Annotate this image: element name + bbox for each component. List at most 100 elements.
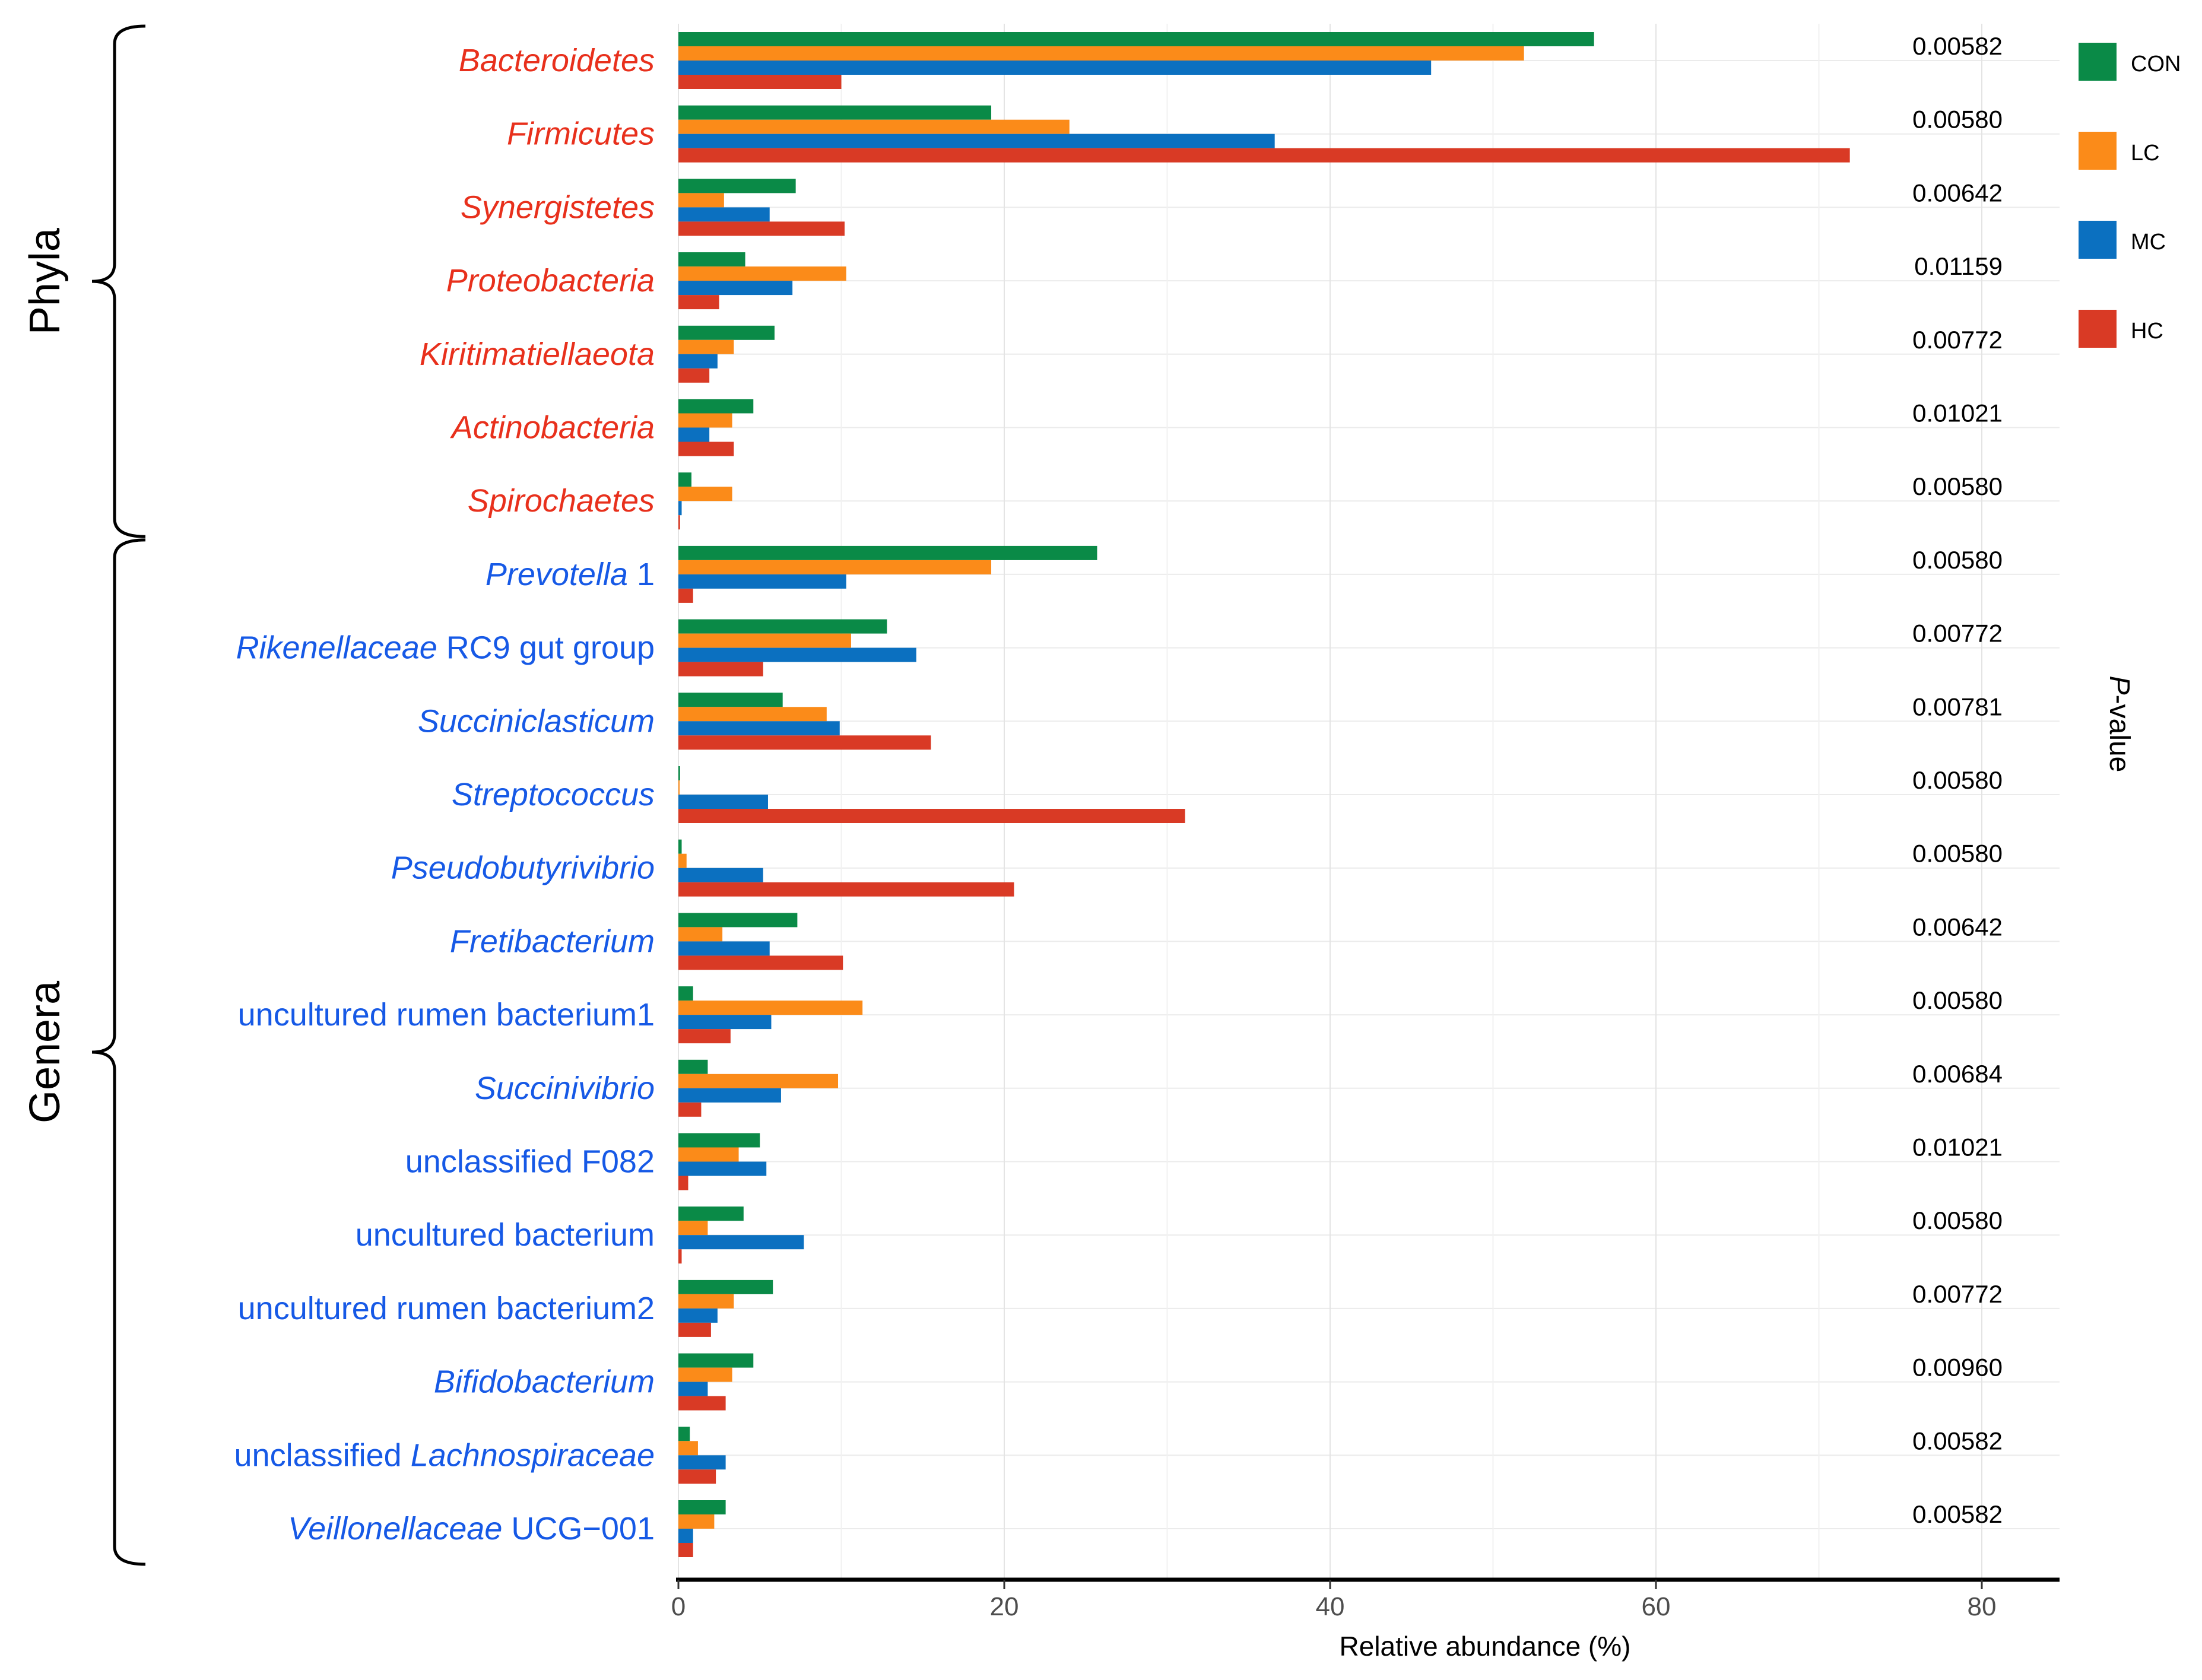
category-label-part: Kiritimatiellaeota: [420, 336, 655, 372]
category-label: Succiniclasticum: [418, 703, 655, 739]
bar-con: [678, 1353, 754, 1368]
grid-lines: [678, 24, 2060, 1580]
category-labels: Bacteroidetes Firmicutes Synergistetes Prot…: [234, 43, 655, 1546]
bar-mc: [678, 1235, 804, 1250]
category-label-part: RC9 gut group: [437, 630, 655, 666]
bar-mc: [678, 868, 763, 882]
category-label: Streptococcus: [452, 777, 655, 812]
legend-swatch-mc: [2079, 221, 2117, 259]
bar-hc: [678, 955, 843, 970]
bar-lc: [678, 1147, 739, 1162]
bar-mc: [678, 1308, 718, 1323]
p-value-labels: 0.00582 0.00580 0.00642 0.01159 0.00772 0.010…: [1912, 32, 2135, 1528]
category-label-part: Spirochaetes: [468, 483, 655, 519]
category-label: Kiritimatiellaeota: [420, 336, 655, 372]
category-label: Synergistetes: [461, 189, 655, 225]
bar-con: [678, 1133, 760, 1148]
p-value-axis-title-italic: P: [2103, 676, 2135, 695]
p-value: 0.00580: [1912, 840, 2003, 868]
bar-con: [678, 693, 783, 707]
p-value: 0.00642: [1912, 179, 2003, 207]
bar-mc: [678, 721, 840, 736]
bar-con: [678, 252, 745, 267]
category-label-part: 1: [628, 557, 655, 592]
bar-hc: [678, 1029, 731, 1044]
x-tick-label: 0: [671, 1592, 686, 1621]
category-label-part: Streptococcus: [452, 777, 655, 812]
bar-lc: [678, 560, 992, 574]
bar-hc: [678, 295, 719, 310]
x-axis: 0 20 40 60 80: [671, 1577, 2060, 1621]
category-label: Succinivibrio: [475, 1071, 655, 1106]
p-value: 0.00580: [1912, 766, 2003, 794]
bar-lc: [678, 633, 851, 648]
bar-hc: [678, 662, 763, 677]
bar-con: [678, 325, 775, 340]
bar-mc: [678, 941, 770, 956]
bar-con: [678, 619, 887, 634]
legend-label: MC: [2131, 230, 2166, 255]
bar-mc: [678, 61, 1432, 75]
bar-lc: [678, 1367, 732, 1382]
p-value: 0.00772: [1912, 326, 2003, 354]
group-brackets: Phyla Genera: [21, 24, 146, 1566]
p-value: 0.01021: [1912, 399, 2003, 427]
category-label: Actinobacteria: [450, 410, 655, 446]
legend-label: LC: [2131, 141, 2160, 166]
category-label-part: Bifidobacterium: [434, 1364, 655, 1400]
category-label: Proteobacteria: [446, 263, 655, 298]
bar-con: [678, 839, 682, 854]
bar-con: [678, 1427, 690, 1441]
p-value: 0.01021: [1912, 1133, 2003, 1161]
group-label: Phyla: [21, 227, 69, 335]
category-label: Veillonellaceae UCG−001: [288, 1511, 655, 1546]
p-value: 0.00580: [1912, 546, 2003, 574]
p-value: 0.00772: [1912, 1280, 2003, 1308]
bar-mc: [678, 1529, 693, 1543]
p-value-axis-title-rest: -value: [2103, 695, 2135, 773]
bar-con: [678, 1059, 708, 1074]
category-label-part: Fretibacterium: [450, 923, 655, 959]
bar-lc: [678, 487, 732, 501]
bar-mc: [678, 574, 846, 589]
bar-mc: [678, 207, 770, 222]
legend-swatch-lc: [2079, 132, 2117, 170]
category-label-part: Actinobacteria: [450, 410, 655, 446]
bar-con: [678, 399, 754, 414]
p-value: 0.00580: [1912, 472, 2003, 500]
p-value: 0.00582: [1912, 1500, 2003, 1528]
bar-mc: [678, 1015, 772, 1030]
category-label: Prevotella 1: [486, 557, 655, 592]
category-label-part: Bacteroidetes: [459, 43, 655, 78]
bar-hc: [678, 1176, 688, 1190]
category-label: Bacteroidetes: [459, 43, 655, 78]
bar-mc: [678, 134, 1275, 148]
category-label-part: uncultured bacterium: [356, 1217, 655, 1253]
category-label: uncultured bacterium: [356, 1217, 655, 1253]
bar-lc: [678, 1514, 715, 1529]
p-value: 0.00580: [1912, 986, 2003, 1014]
bar-mc: [678, 795, 768, 809]
category-label-part: UCG−001: [502, 1511, 655, 1546]
p-value: 0.00772: [1912, 620, 2003, 647]
bar-con: [678, 472, 691, 487]
bar-hc: [678, 75, 842, 89]
bar-mc: [678, 1382, 708, 1396]
bar-hc: [678, 1322, 711, 1337]
bar-lc: [678, 927, 723, 942]
bar-con: [678, 913, 798, 928]
category-label-part: uncultured rumen bacterium1: [238, 997, 655, 1033]
bar-mc: [678, 1455, 726, 1470]
x-axis-title: Relative abundance (%): [1340, 1631, 1631, 1662]
p-value: 0.00580: [1912, 106, 2003, 134]
category-label: Spirochaetes: [468, 483, 655, 519]
x-tick-label: 40: [1316, 1592, 1345, 1621]
bar-con: [678, 105, 992, 120]
bar-hc: [678, 1249, 682, 1264]
category-label: Pseudobutyrivibrio: [391, 850, 655, 886]
group-bracket: [91, 538, 146, 1566]
p-value: 0.00580: [1912, 1206, 2003, 1234]
x-tick-label: 20: [990, 1592, 1019, 1621]
